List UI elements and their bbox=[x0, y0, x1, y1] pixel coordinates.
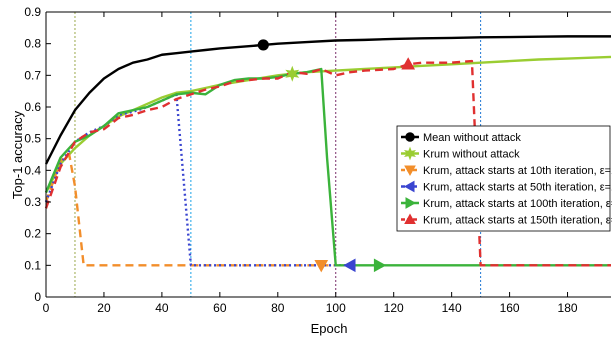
legend-entry-label: Krum, attack starts at 150th iteration, … bbox=[423, 215, 612, 227]
y-tick-label: 0.2 bbox=[24, 227, 41, 241]
legend-box bbox=[396, 125, 611, 232]
legend-entry-label: Krum, attack starts at 10th iteration, ε… bbox=[423, 165, 612, 177]
y-axis-title: Top-1 accuracy bbox=[10, 110, 25, 199]
series-marker-6 bbox=[401, 57, 416, 70]
series-marker-2 bbox=[285, 65, 300, 82]
x-tick-label: 140 bbox=[442, 301, 462, 315]
x-tick-label: 180 bbox=[558, 301, 578, 315]
series-line-1 bbox=[44, 35, 611, 165]
y-tick-label: 0.9 bbox=[24, 5, 41, 19]
y-tick-label: 0.4 bbox=[24, 163, 41, 177]
legend-entry-label: Krum, attack starts at 50th iteration, ε… bbox=[423, 182, 612, 194]
y-tick-label: 0.5 bbox=[24, 132, 41, 146]
legend-swatch-marker bbox=[404, 146, 416, 161]
legend-swatch-marker bbox=[404, 213, 416, 224]
series-marker-1 bbox=[257, 39, 269, 51]
legend-swatch-marker bbox=[405, 132, 415, 142]
y-tick-label: 0.3 bbox=[24, 195, 41, 209]
tick-labels: 0 20 40 60 80 100 120 140 160 180 0 0.1 0.2 0.3 0.4 0.5… bbox=[24, 5, 578, 315]
axes-layer bbox=[45, 11, 611, 298]
y-tick-label: 0.6 bbox=[24, 100, 41, 114]
series-markers bbox=[257, 39, 416, 273]
series-marker-5 bbox=[373, 258, 387, 273]
x-axis-title: Epoch bbox=[311, 321, 348, 336]
legend-swatch-marker bbox=[403, 180, 415, 193]
legend: Mean without attack Krum without attack Kr… bbox=[396, 125, 612, 232]
x-tick-label: 0 bbox=[43, 301, 50, 315]
x-tick-label: 160 bbox=[500, 301, 520, 315]
x-tick-label: 80 bbox=[271, 301, 285, 315]
legend-entry-label: Mean without attack bbox=[423, 132, 521, 144]
y-tick-label: 0.8 bbox=[24, 37, 41, 51]
y-tick-label: 0 bbox=[34, 290, 41, 304]
legend-entry-label: Krum, attack starts at 100th iteration, … bbox=[423, 198, 612, 210]
series-line-3 bbox=[44, 153, 336, 267]
x-tick-label: 100 bbox=[326, 301, 346, 315]
x-tick-label: 60 bbox=[213, 301, 227, 315]
series-line-4 bbox=[44, 93, 351, 267]
legend-entry-label: Krum without attack bbox=[423, 149, 520, 161]
y-tick-label: 0.7 bbox=[24, 68, 41, 82]
x-tick-label: 120 bbox=[384, 301, 404, 315]
x-tick-label: 40 bbox=[155, 301, 169, 315]
x-tick-label: 20 bbox=[97, 301, 111, 315]
y-tick-label: 0.1 bbox=[24, 258, 41, 272]
legend-swatch-marker bbox=[404, 165, 416, 177]
legend-swatch-marker bbox=[405, 197, 417, 209]
series-marker-3 bbox=[314, 260, 329, 273]
series-line-6 bbox=[44, 59, 611, 267]
series-marker-4 bbox=[343, 258, 356, 273]
